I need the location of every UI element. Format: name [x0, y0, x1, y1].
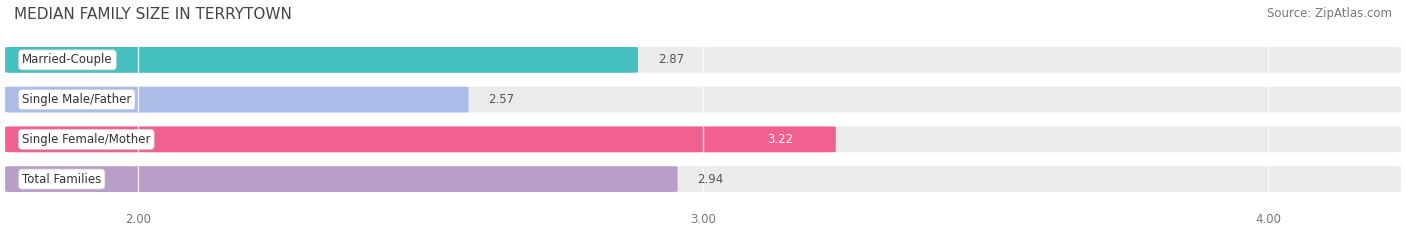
Text: Single Female/Mother: Single Female/Mother: [22, 133, 150, 146]
FancyBboxPatch shape: [6, 87, 1400, 113]
Text: 3.22: 3.22: [768, 133, 793, 146]
Text: Single Male/Father: Single Male/Father: [22, 93, 132, 106]
Text: 2.94: 2.94: [697, 173, 724, 185]
Text: 2.87: 2.87: [658, 53, 683, 66]
Text: 2.57: 2.57: [488, 93, 515, 106]
FancyBboxPatch shape: [6, 87, 468, 113]
FancyBboxPatch shape: [6, 47, 1400, 73]
FancyBboxPatch shape: [6, 127, 835, 152]
FancyBboxPatch shape: [6, 166, 1400, 192]
Text: MEDIAN FAMILY SIZE IN TERRYTOWN: MEDIAN FAMILY SIZE IN TERRYTOWN: [14, 7, 291, 22]
FancyBboxPatch shape: [6, 166, 678, 192]
Text: Total Families: Total Families: [22, 173, 101, 185]
FancyBboxPatch shape: [6, 47, 638, 73]
Text: Source: ZipAtlas.com: Source: ZipAtlas.com: [1267, 7, 1392, 20]
FancyBboxPatch shape: [6, 127, 1400, 152]
Text: Married-Couple: Married-Couple: [22, 53, 112, 66]
